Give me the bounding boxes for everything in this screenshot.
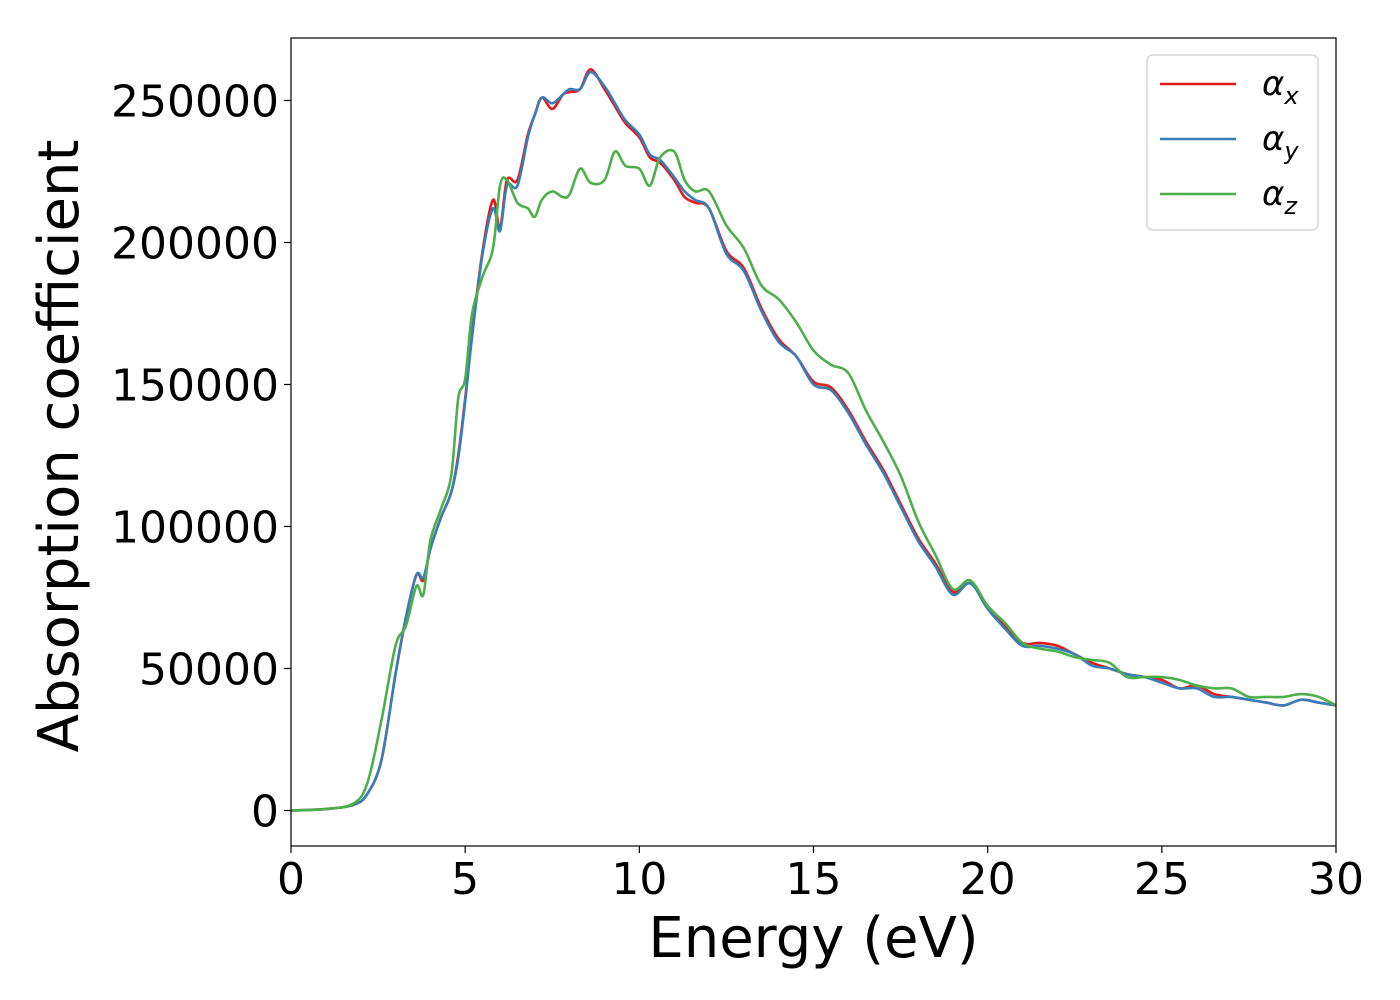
x-tick-label: 10 [611,854,667,905]
y-axis: 0 50000 100000 150000 200000 250000 [111,76,291,837]
y-tick-label: 50000 [139,644,279,695]
legend-subscript: x [1283,82,1299,110]
legend-symbol: α [1262,174,1284,214]
y-tick-label: 0 [251,786,279,837]
series-layer [291,67,1336,812]
x-tick-label: 5 [451,854,479,905]
legend-symbol: α [1262,64,1284,104]
x-tick-label: 0 [277,854,305,905]
series-line-alpha-y [291,70,1336,812]
x-axis: 0 5 10 15 20 25 30 [277,846,1364,905]
legend-symbol: α [1262,119,1284,159]
legend-label-alpha-z: αz [1262,174,1298,220]
y-tick-label: 250000 [111,76,279,127]
x-axis-title: Energy (eV) [648,906,978,971]
y-tick-label: 100000 [111,502,279,553]
y-tick-label: 150000 [111,360,279,411]
legend-label-alpha-x: αx [1262,64,1299,110]
series-line-alpha-z [291,148,1336,812]
x-tick-label: 30 [1308,854,1364,905]
legend-box [1146,54,1319,231]
legend-subscript: z [1283,192,1298,220]
x-tick-label: 20 [960,854,1016,905]
legend-label-alpha-y: αy [1262,119,1299,165]
y-axis-title: Absorption coefficient [27,140,92,753]
x-tick-label: 25 [1134,854,1190,905]
y-tick-label: 200000 [111,218,279,269]
legend-subscript: y [1283,137,1299,165]
x-tick-label: 15 [786,854,842,905]
